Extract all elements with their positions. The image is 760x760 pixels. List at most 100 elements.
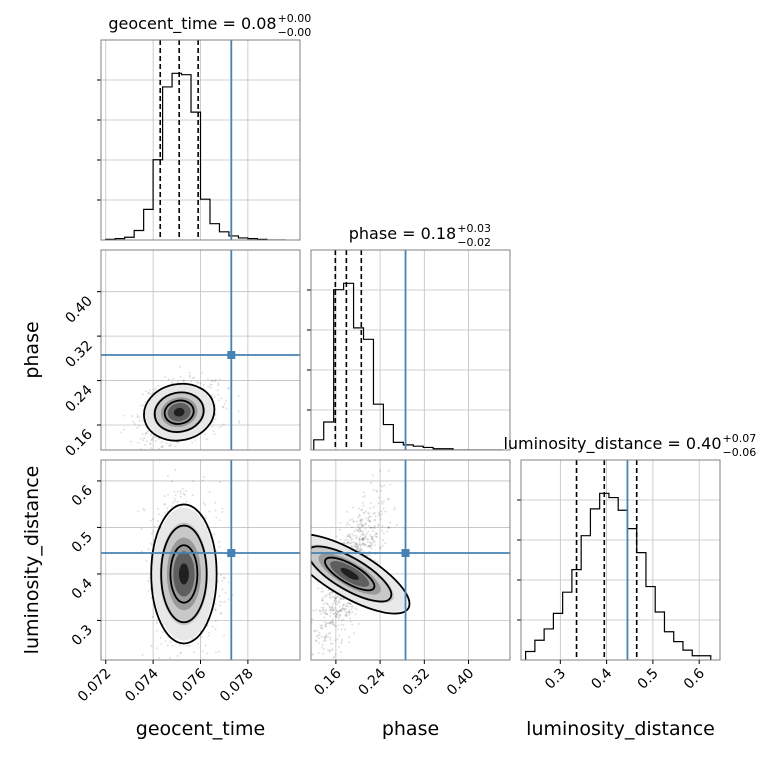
truth-marker [401,549,410,558]
scatter-point [174,469,177,472]
scatter-point [322,606,325,609]
scatter-point [238,419,241,422]
scatter-point [364,522,367,525]
scatter-point [225,407,228,410]
scatter-point [362,501,365,504]
scatter-point [337,645,340,648]
scatter-point [361,525,364,528]
scatter-point [325,622,328,625]
scatter-point [172,377,175,380]
scatter-point [383,484,386,487]
scatter-point [338,601,341,604]
scatter-point [194,439,197,442]
scatter-point [357,507,360,510]
scatter-point [169,443,172,446]
scatter-point [138,416,141,419]
scatter-point [321,608,324,611]
scatter-point [303,672,305,674]
scatter-point [147,392,150,395]
scatter-point [219,600,222,603]
scatter-point [150,645,153,648]
scatter-point [337,624,340,627]
scatter-point [367,519,370,522]
scatter-point [151,438,154,441]
scatter-point [154,439,157,442]
x-tick-label: 0.40 [444,666,477,699]
scatter-point [185,500,188,503]
scatter-point [147,392,150,395]
scatter-point [323,648,326,651]
density-shade [178,563,189,585]
scatter-point [349,542,352,545]
scatter-point [361,542,364,545]
title-sup: +0.00 [278,12,312,25]
scatter-point [360,508,363,511]
scatter-point [320,612,323,615]
scatter-point [345,612,348,615]
scatter-point [191,377,194,380]
scatter-point [214,509,217,512]
scatter-point [359,518,362,521]
scatter-point [322,590,325,593]
scatter-point [191,494,194,497]
scatter-point [345,613,348,616]
scatter-point [375,489,378,492]
scatter-point [150,447,153,450]
scatter-point [329,605,332,608]
scatter-point [392,508,395,511]
scatter-point [381,502,384,505]
scatter-point [324,595,327,598]
scatter-point [167,378,170,381]
scatter-point [338,614,341,617]
scatter-point [326,602,329,605]
scatter-point [351,610,354,613]
joint-content [136,460,234,679]
scatter-point [362,542,365,545]
scatter-point [330,642,333,645]
scatter-point [351,532,354,535]
scatter-point [141,653,144,656]
scatter-point [328,606,331,609]
scatter-point [366,537,369,540]
scatter-point [322,599,325,602]
scatter-point [333,624,336,627]
scatter-point [323,612,326,615]
scatter-point [358,543,361,546]
scatter-point [160,642,163,645]
scatter-point [350,545,353,548]
scatter-point [330,648,333,651]
scatter-point [359,535,362,538]
scatter-point [171,381,174,384]
scatter-point [357,547,360,550]
scatter-point [350,605,353,608]
scatter-point [209,676,211,678]
scatter-point [221,511,224,514]
scatter-point [369,533,372,536]
scatter-point [378,513,381,516]
scatter-point [349,602,352,605]
scatter-point [377,496,380,499]
scatter-point [210,383,213,386]
scatter-point [171,501,174,504]
scatter-point [349,533,352,536]
scatter-point [347,540,350,543]
scatter-point [344,610,347,613]
scatter-point [332,609,335,612]
scatter-point [156,619,159,622]
scatter-point [346,541,349,544]
scatter-point [362,496,365,499]
scatter-point [213,396,216,399]
title-sup: +0.03 [457,222,491,235]
scatter-point [361,538,364,541]
scatter-point [152,518,155,521]
scatter-point [363,494,366,497]
scatter-point [156,520,159,523]
scatter-point [373,519,376,522]
scatter-point [320,590,323,593]
scatter-point [364,510,367,513]
scatter-point [207,634,210,637]
scatter-point [208,631,211,634]
scatter-point [320,635,323,638]
scatter-point [340,642,343,645]
scatter-point [180,677,182,679]
